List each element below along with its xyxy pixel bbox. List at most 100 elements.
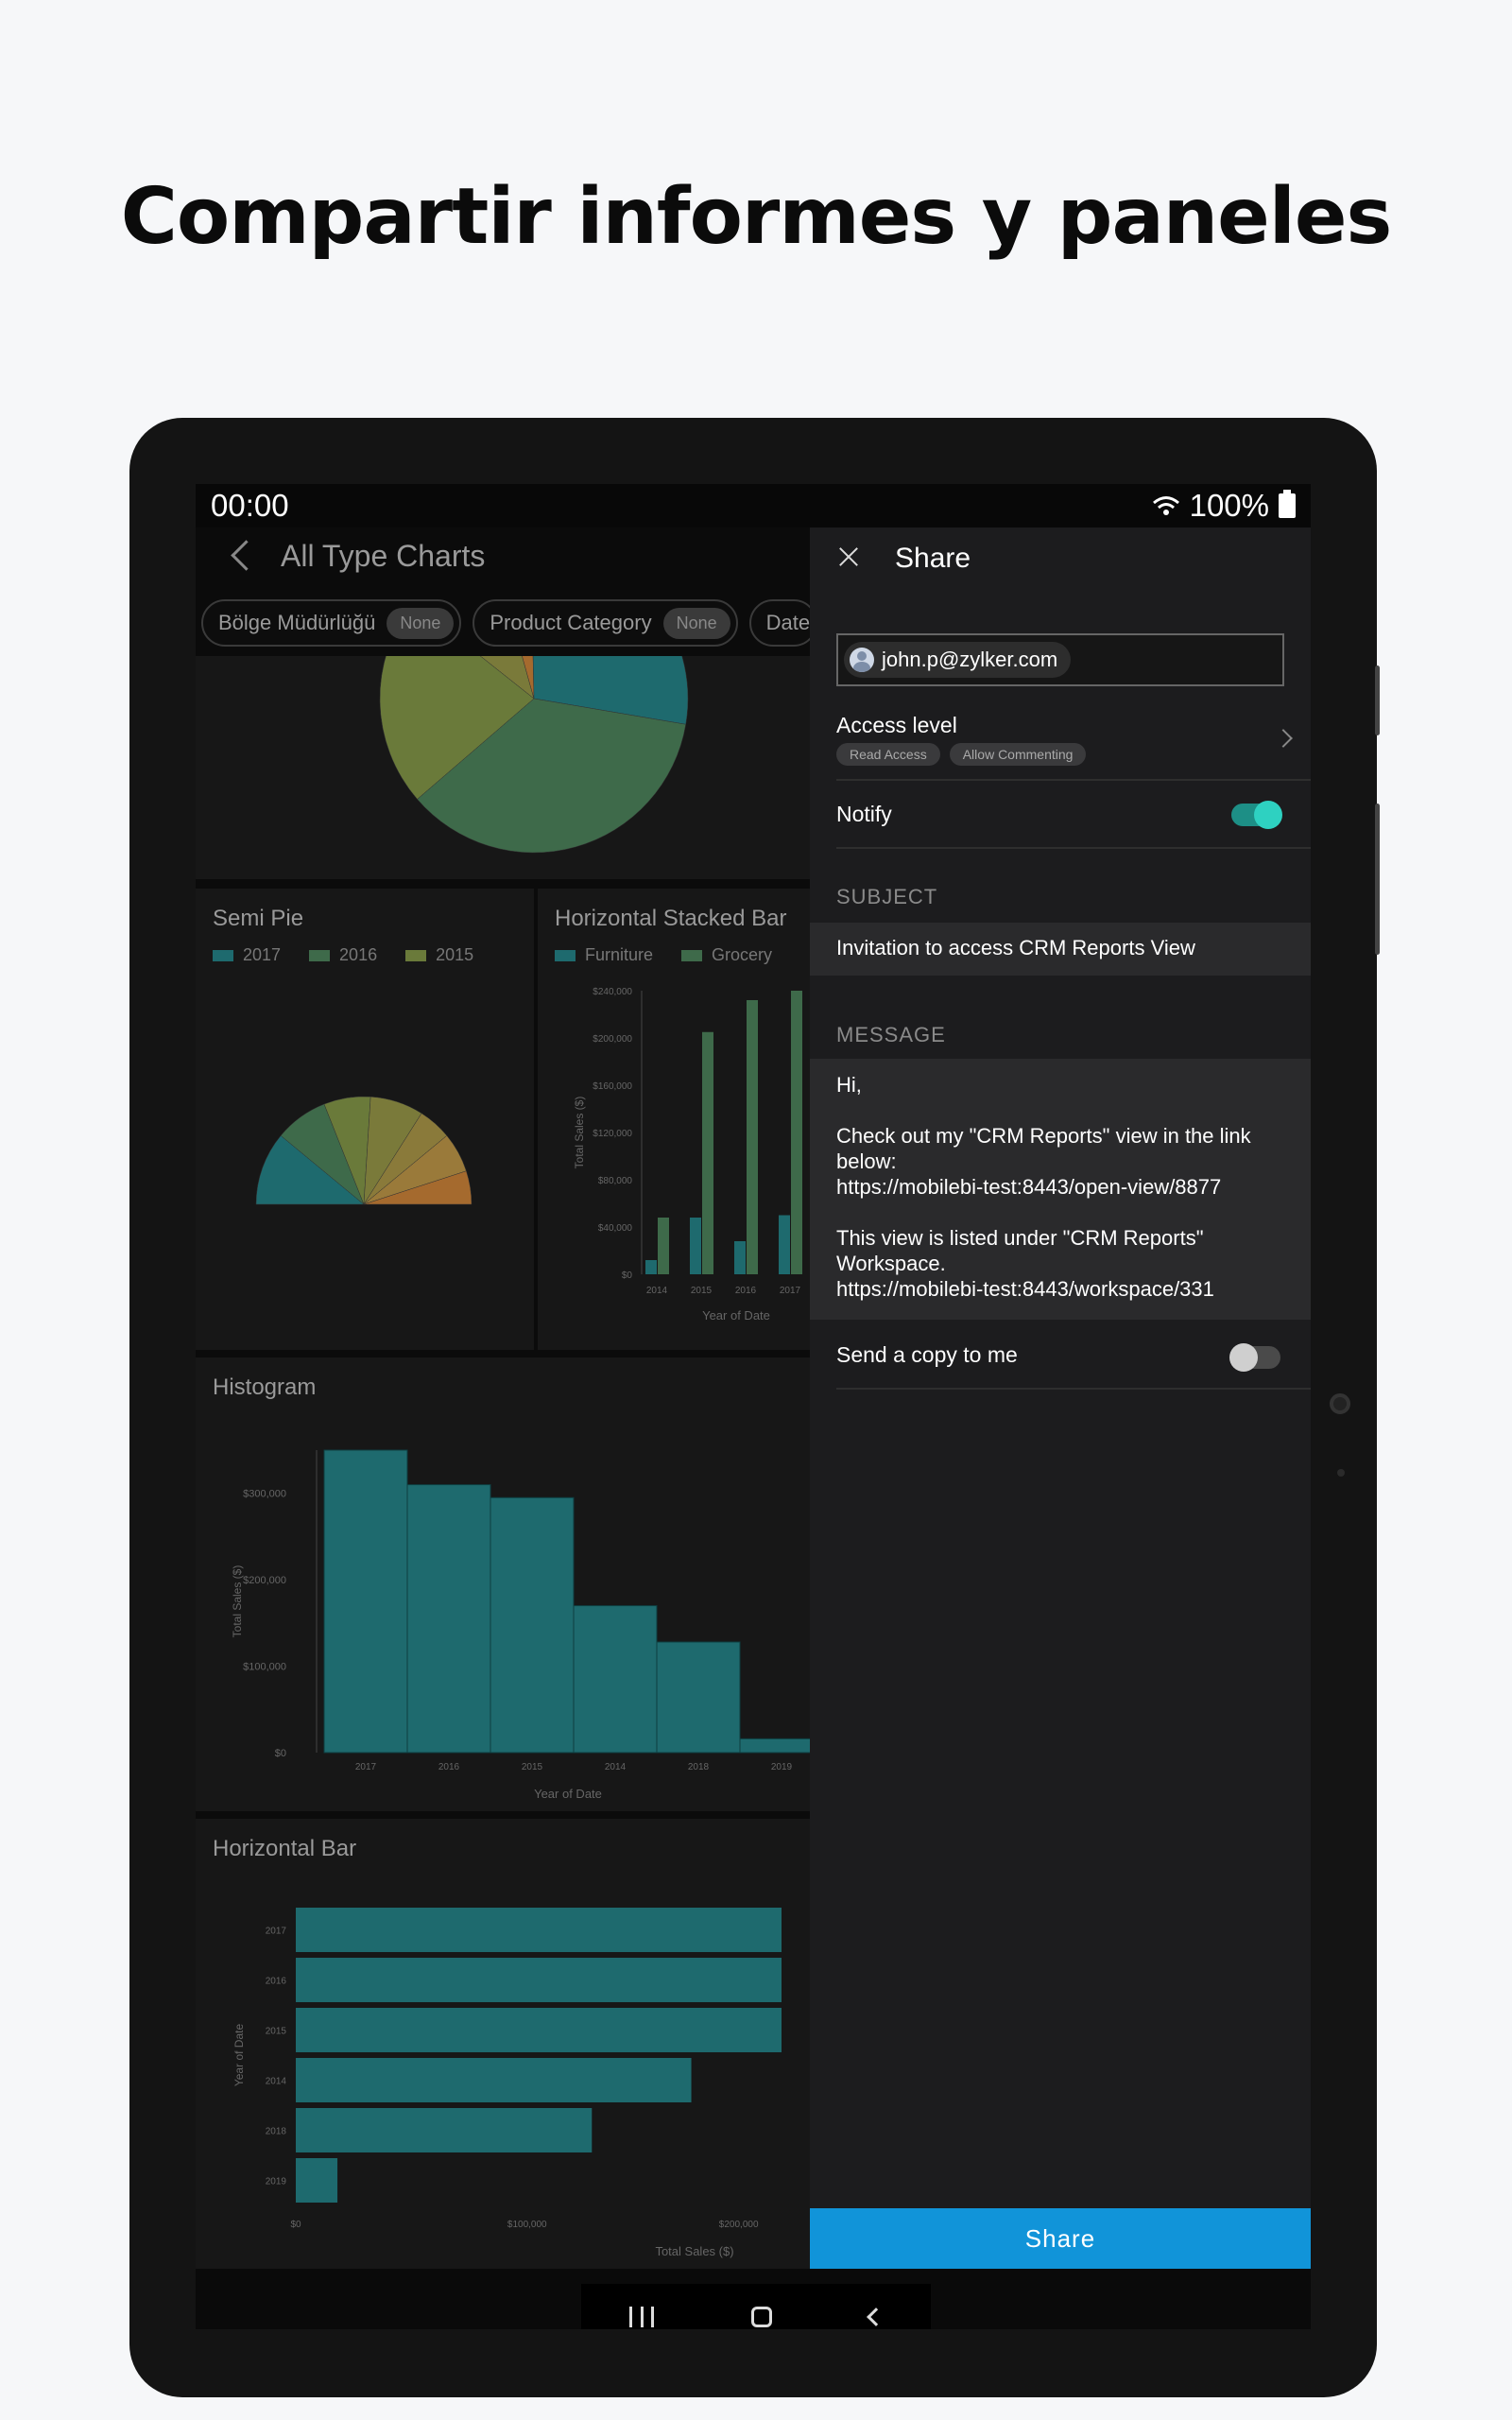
divider (836, 779, 1311, 781)
x-tick-label: 2017 (355, 1762, 377, 1772)
share-button[interactable]: Share (810, 2208, 1311, 2269)
y-tick-label: $40,000 (598, 1223, 633, 1234)
legend-label: Grocery (712, 945, 773, 964)
filter-chip-product-category[interactable]: Product Category None (472, 599, 738, 647)
subject-label: SUBJECT (836, 885, 938, 908)
bar (747, 1000, 758, 1274)
stacked-bar-panel: Horizontal Stacked Bar Furniture Grocery… (538, 889, 812, 1350)
screen: 00:00 100% All Type Charts Bölge Müdürlü… (196, 484, 1311, 2329)
legend-item: 2016 (309, 945, 377, 965)
x-tick-label: 2016 (438, 1762, 460, 1772)
horizontal-bar (296, 2158, 338, 2203)
semi-pie-panel: Semi Pie 2017 2016 2015 (196, 889, 534, 1350)
message-line: Check out my "CRM Reports" view in the l… (836, 1124, 1251, 1173)
horizontal-bar (296, 1958, 782, 2002)
x-axis-label: Year of Date (534, 1787, 602, 1801)
recipient-chip[interactable]: john.p@zylker.com (844, 642, 1072, 678)
bar (645, 1260, 657, 1274)
chart-title: Horizontal Stacked Bar (555, 906, 787, 931)
filter-chip-date[interactable]: Date (748, 599, 818, 647)
legend-item: Grocery (681, 945, 772, 965)
sensor (1337, 1469, 1345, 1477)
y-tick-label: 2016 (266, 1977, 287, 1987)
y-tick-label: 2017 (266, 1927, 287, 1937)
page-headline: Compartir informes y paneles (120, 172, 1393, 262)
stacked-bar-chart: $0 $40,000 $80,000 $120,000 $160,000 $200,000… (573, 987, 802, 1322)
pie-chart (379, 656, 689, 854)
filter-label: Product Category (490, 611, 652, 634)
legend-label: Furniture (585, 945, 654, 964)
y-axis-label: Total Sales ($) (231, 1565, 244, 1638)
notify-toggle[interactable] (1231, 801, 1282, 829)
y-tick-label: $160,000 (593, 1081, 632, 1092)
filter-value: None (387, 607, 455, 639)
pie-slice (379, 656, 535, 800)
semi-pie-slice (255, 1134, 365, 1205)
pie-slice (522, 656, 535, 700)
notify-label: Notify (836, 802, 892, 826)
filter-label: Date (765, 611, 811, 634)
y-tick-label: $300,000 (243, 1489, 286, 1500)
recents-icon[interactable] (629, 2307, 655, 2327)
semi-pie-chart (255, 1096, 472, 1205)
chart-title: Histogram (213, 1374, 317, 1400)
message-label: MESSAGE (836, 1023, 946, 1046)
legend-item: 2015 (405, 945, 473, 965)
filter-label: Bölge Müdürlüğü (218, 611, 376, 634)
y-tick-label: $80,000 (598, 1176, 633, 1186)
chart-legend: Furniture Grocery (555, 945, 772, 965)
tablet-frame: 00:00 100% All Type Charts Bölge Müdürlü… (129, 418, 1380, 2397)
y-tick-label: 2019 (266, 2177, 287, 2187)
battery-percent: 100% (1189, 488, 1269, 523)
x-tick-label: 2016 (735, 1286, 757, 1296)
nav-back-icon[interactable] (866, 2308, 885, 2326)
histogram-bar (739, 1737, 810, 1754)
x-tick-label: $0 (290, 2220, 301, 2230)
pie-slice (417, 698, 686, 854)
y-tick-label: $0 (275, 1748, 286, 1759)
filter-value: None (662, 607, 730, 639)
x-tick-label: 2019 (771, 1762, 793, 1772)
histogram-bar (490, 1496, 575, 1754)
wifi-icon (1152, 496, 1179, 515)
y-axis-label: Year of Date (232, 2024, 246, 2087)
y-tick-label: $240,000 (593, 987, 632, 997)
y-tick-label: $100,000 (243, 1662, 286, 1673)
y-tick-label: $200,000 (243, 1575, 286, 1586)
subject-field[interactable]: Invitation to access CRM Reports View (810, 923, 1311, 976)
y-tick-label: $0 (622, 1270, 633, 1281)
legend-label: 2017 (243, 945, 282, 964)
semi-pie-slice (363, 1170, 472, 1205)
volume-button (1375, 666, 1380, 735)
access-tag: Allow Commenting (949, 743, 1087, 766)
back-arrow-icon[interactable] (224, 537, 262, 575)
chart-title: Horizontal Bar (213, 1836, 357, 1861)
bar (658, 1218, 669, 1274)
home-icon[interactable] (750, 2307, 772, 2327)
divider (836, 847, 1311, 849)
share-sheet: Share john.p@zylker.com Access level Rea… (810, 527, 1311, 2269)
dashboard-title: All Type Charts (281, 538, 486, 573)
share-sheet-title: Share (895, 543, 971, 574)
pie-slice (532, 656, 689, 725)
horizontal-bar-panel: Horizontal Bar 2017 2016 2015 2014 2018 2019 $… (196, 1819, 810, 2269)
filter-chip-region[interactable]: Bölge Müdürlüğü None (201, 599, 462, 647)
y-tick-label: 2014 (266, 2077, 287, 2087)
legend-label: 2015 (436, 945, 474, 964)
message-field[interactable]: Hi, Check out my "CRM Reports" view in t… (810, 1059, 1311, 1320)
histogram-panel: Histogram $0 $100,000 $200,000 $300,000 Tota… (196, 1357, 810, 1811)
legend-item: 2017 (213, 945, 281, 965)
x-tick-label: 2014 (605, 1762, 627, 1772)
x-tick-label: 2018 (688, 1762, 710, 1772)
power-button (1375, 804, 1380, 955)
histogram-chart: $0 $100,000 $200,000 $300,000 Total Sales ($… (231, 1449, 810, 1801)
y-tick-label: $120,000 (593, 1129, 632, 1139)
close-icon[interactable] (834, 543, 863, 571)
chevron-right-icon[interactable] (1274, 729, 1293, 748)
android-nav-bar (196, 2269, 1311, 2329)
send-copy-toggle[interactable] (1229, 1343, 1280, 1372)
horizontal-bar (296, 2008, 782, 2052)
dashboard: All Type Charts Bölge Müdürlüğü None Pro… (196, 527, 818, 2269)
divider (836, 1388, 1311, 1390)
recipient-input[interactable]: john.p@zylker.com (836, 633, 1284, 686)
